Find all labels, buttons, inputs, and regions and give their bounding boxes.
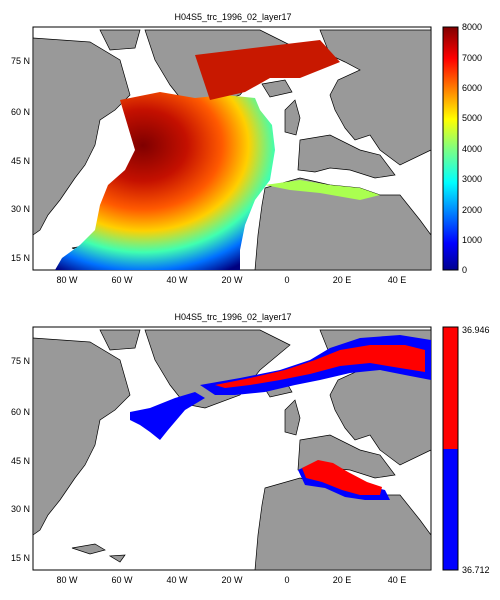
cb1-tick-1000: 1000	[462, 235, 482, 245]
lon-tick-60w: 60 W	[111, 575, 133, 585]
binary-field	[130, 335, 431, 500]
panel-2-lon-ticks: 80 W 60 W 40 W 20 W 0 20 E 40 E	[56, 575, 406, 585]
lat-tick-60n: 60 N	[11, 107, 30, 117]
lat-tick-45n: 45 N	[11, 156, 30, 166]
lat-tick-15n: 15 N	[11, 553, 30, 563]
cb1-tick-8000: 8000	[462, 22, 482, 32]
lon-tick-60w: 60 W	[111, 275, 133, 285]
lat-tick-75n: 75 N	[11, 56, 30, 66]
lat-tick-30n: 30 N	[11, 504, 30, 514]
cb2-tick-max: 36.946	[462, 325, 490, 335]
lon-tick-0: 0	[284, 275, 289, 285]
lon-tick-40e: 40 E	[388, 275, 407, 285]
panel-1-lon-ticks: 80 W 60 W 40 W 20 W 0 20 E 40 E	[56, 275, 406, 285]
cb1-tick-4000: 4000	[462, 144, 482, 154]
lon-tick-80w: 80 W	[56, 275, 78, 285]
panel-2-title: H04S5_trc_1996_02_layer17	[174, 312, 291, 322]
map-panel-2: H04S5_trc_1996_02_layer17 75	[11, 312, 490, 585]
cb1-tick-7000: 7000	[462, 53, 482, 63]
lat-tick-75n: 75 N	[11, 356, 30, 366]
cb1-tick-6000: 6000	[462, 83, 482, 93]
lon-tick-80w: 80 W	[56, 575, 78, 585]
map-panel-1: H04S5_trc_1996_02_layer17	[11, 12, 482, 285]
panel-2-colorbar: 36.946 36.712	[442, 325, 490, 575]
panel-1-title: H04S5_trc_1996_02_layer17	[174, 12, 291, 22]
cb1-tick-5000: 5000	[462, 113, 482, 123]
lon-tick-40e: 40 E	[388, 575, 407, 585]
lat-tick-60n: 60 N	[11, 407, 30, 417]
lon-tick-20e: 20 E	[333, 575, 352, 585]
lon-tick-20e: 20 E	[333, 275, 352, 285]
panel-1-lat-ticks: 75 N 60 N 45 N 30 N 15 N	[11, 56, 30, 263]
cb1-tick-0: 0	[462, 265, 467, 275]
lon-tick-40w: 40 W	[166, 575, 188, 585]
lon-tick-20w: 20 W	[221, 275, 243, 285]
cb1-tick-2000: 2000	[462, 205, 482, 215]
tracer-field	[55, 40, 380, 270]
lat-tick-15n: 15 N	[11, 253, 30, 263]
lat-tick-45n: 45 N	[11, 456, 30, 466]
cb1-tick-3000: 3000	[462, 174, 482, 184]
panel-1-colorbar: 0 1000 2000 3000 4000 5000 6000 7000 800…	[442, 22, 482, 275]
lon-tick-0: 0	[284, 575, 289, 585]
lat-tick-30n: 30 N	[11, 204, 30, 214]
lon-tick-20w: 20 W	[221, 575, 243, 585]
panel-2-lat-ticks: 75 N 60 N 45 N 30 N 15 N	[11, 356, 30, 563]
lon-tick-40w: 40 W	[166, 275, 188, 285]
cb2-tick-min: 36.712	[462, 565, 490, 575]
land	[32, 329, 432, 571]
